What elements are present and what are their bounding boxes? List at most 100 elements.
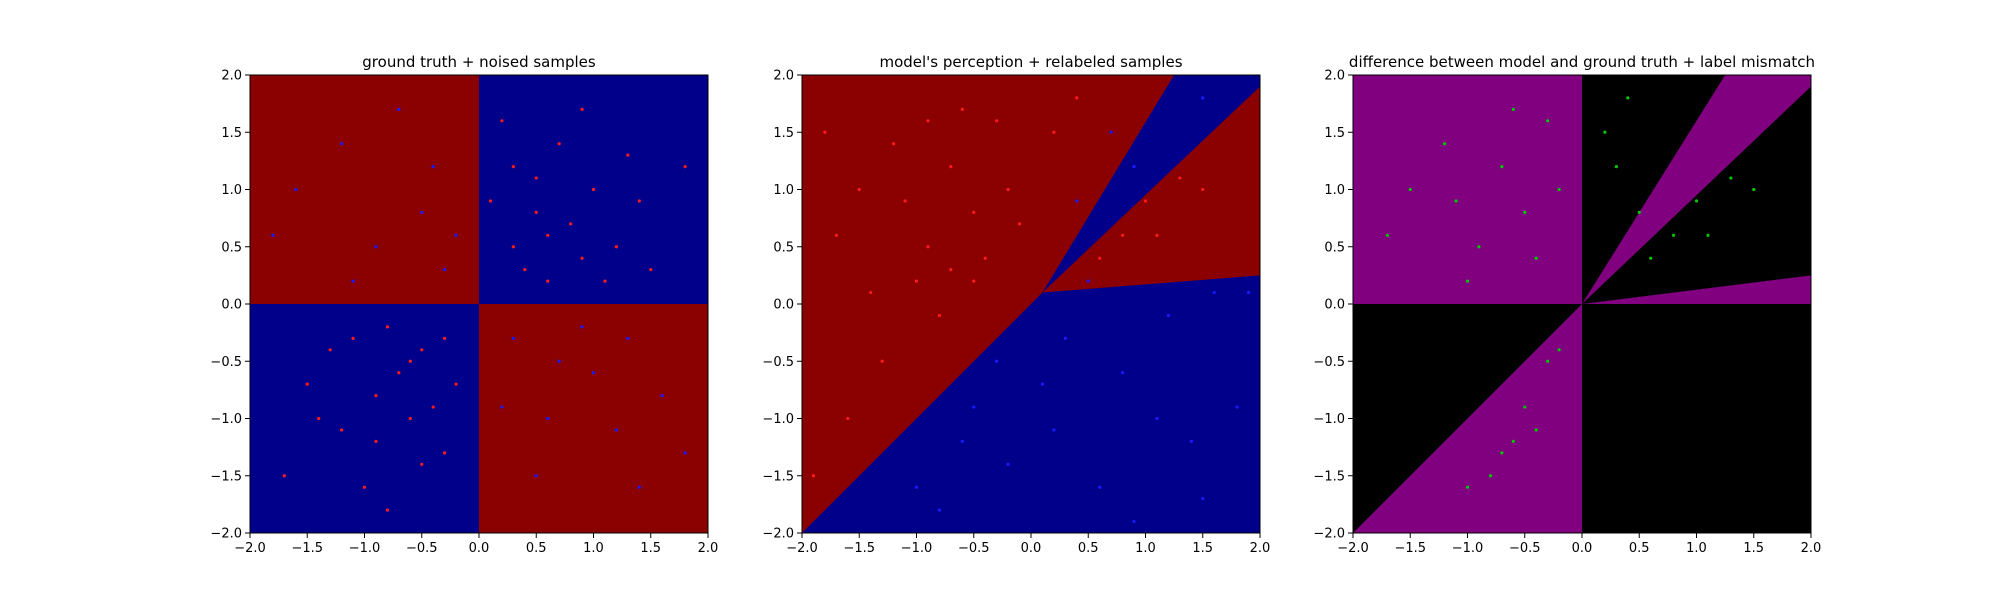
sample-point <box>1500 165 1504 169</box>
sample-point <box>1178 176 1182 180</box>
sample-point <box>869 290 873 295</box>
sample-point <box>1052 428 1056 432</box>
sample-point <box>523 268 527 272</box>
plot-area <box>250 75 708 533</box>
sample-point <box>880 359 884 363</box>
sample-point <box>1235 405 1239 409</box>
sample-point <box>626 336 630 340</box>
sample-point <box>1052 130 1056 134</box>
sample-point <box>1500 451 1504 455</box>
chart-title: ground truth + noised samples <box>362 53 596 71</box>
sample-point <box>511 165 515 169</box>
sample-point <box>1477 245 1481 249</box>
sample-point <box>1626 96 1630 100</box>
sample-point <box>454 233 458 237</box>
sample-point <box>1603 130 1607 134</box>
sample-point <box>1672 233 1676 237</box>
sample-point <box>1385 233 1389 237</box>
sample-point <box>546 416 550 421</box>
x-tick-label: −1.0 <box>901 541 933 556</box>
sample-point <box>1121 371 1125 375</box>
sample-point <box>937 508 942 512</box>
y-tick-label: 0.0 <box>1324 298 1345 313</box>
sample-point <box>637 199 641 203</box>
sample-point <box>1465 485 1470 489</box>
sample-point <box>1523 405 1527 409</box>
sample-point <box>500 119 504 123</box>
x-tick-label: 1.5 <box>1743 541 1764 556</box>
decision-region-2 <box>1353 75 1582 304</box>
sample-point <box>271 233 275 237</box>
x-tick-label: 2.0 <box>1250 541 1271 556</box>
x-tick-label: 0.0 <box>1572 541 1593 556</box>
sample-point <box>294 187 298 192</box>
sample-point <box>1408 187 1412 192</box>
x-tick-label: 2.0 <box>698 541 719 556</box>
sample-point <box>1040 382 1045 386</box>
sample-point <box>1546 119 1550 123</box>
sample-point <box>580 325 584 329</box>
y-tick-label: 1.5 <box>773 126 794 141</box>
sample-point <box>626 153 630 157</box>
sample-point <box>557 359 561 363</box>
y-tick-label: −0.5 <box>210 355 242 370</box>
plot-area <box>802 75 1260 533</box>
sample-point <box>351 336 355 340</box>
plot-area <box>1353 75 1811 533</box>
sample-point <box>374 439 378 443</box>
x-tick-label: 0.5 <box>1629 541 1650 556</box>
sample-point <box>614 245 619 249</box>
x-tick-label: 2.0 <box>1801 541 1822 556</box>
sample-point <box>1729 176 1733 180</box>
sample-point <box>949 268 953 272</box>
sample-point <box>374 394 378 398</box>
y-tick-label: −1.0 <box>1313 412 1345 427</box>
sample-point <box>1752 187 1756 192</box>
sample-point <box>534 176 538 180</box>
decision-region-3 <box>1042 86 1260 293</box>
sample-point <box>420 462 424 466</box>
x-tick-label: −1.5 <box>843 541 875 556</box>
sample-point <box>903 199 907 203</box>
y-tick-label: 2.0 <box>221 69 242 84</box>
sample-point <box>340 428 344 432</box>
x-tick-label: 0.0 <box>1021 541 1042 556</box>
sample-point <box>1614 165 1618 169</box>
sample-point <box>937 313 942 318</box>
sample-point <box>305 382 309 386</box>
sample-point <box>511 245 515 249</box>
sample-point <box>1201 96 1205 100</box>
y-tick-label: 1.5 <box>221 126 242 141</box>
sample-point <box>1006 187 1010 192</box>
y-tick-label: 2.0 <box>1324 69 1345 84</box>
sample-point <box>580 107 584 111</box>
sample-point <box>1443 142 1447 146</box>
sample-point <box>340 142 344 146</box>
sample-point <box>443 268 447 272</box>
sample-point <box>1121 233 1125 237</box>
sample-point <box>282 474 286 478</box>
chart-panel-1: ground truth + noised samples −2.0 −1.5 −1.… <box>210 53 718 556</box>
sample-point <box>1534 428 1538 432</box>
sample-point <box>960 439 964 443</box>
sample-point <box>591 187 596 192</box>
sample-point <box>546 279 550 283</box>
y-tick-label: −1.0 <box>210 412 242 427</box>
sample-point <box>397 107 401 111</box>
sample-point <box>557 142 561 146</box>
chart-panel-2: model's perception + relabeled samples −2… <box>762 53 1270 556</box>
sample-point <box>1488 474 1492 478</box>
y-tick-label: 1.0 <box>1324 183 1345 198</box>
sample-point <box>420 210 424 214</box>
y-tick-label: −0.5 <box>1313 355 1345 370</box>
decision-region-5 <box>1582 275 1811 304</box>
sample-point <box>995 119 999 123</box>
sample-point <box>1465 279 1470 283</box>
decision-region-4 <box>1582 75 1811 304</box>
sample-point <box>614 428 619 432</box>
y-tick-label: −1.5 <box>762 469 794 484</box>
sample-point <box>443 336 447 340</box>
sample-point <box>983 256 987 260</box>
sample-point <box>1086 279 1090 283</box>
x-tick-label: −0.5 <box>958 541 990 556</box>
